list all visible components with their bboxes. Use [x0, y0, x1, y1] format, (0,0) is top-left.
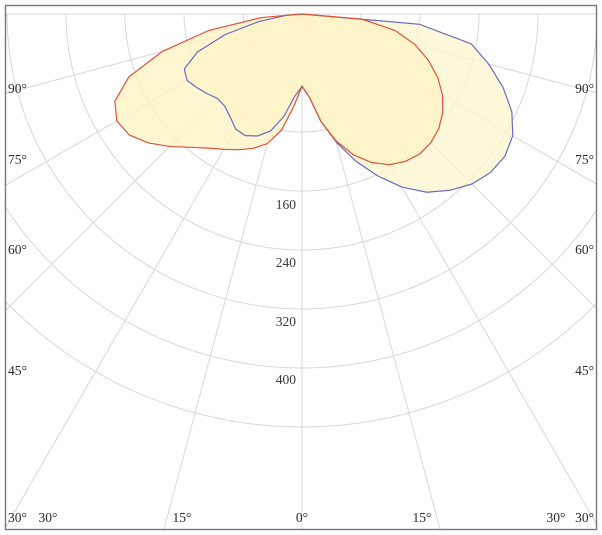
polar-curves — [114, 13, 514, 193]
angle-label-bottom: 15° — [413, 510, 432, 525]
plot-frame-border — [4, 4, 598, 531]
radial-tick-label: 320 — [276, 314, 297, 329]
angle-label-bottom: 0° — [296, 510, 308, 525]
angle-label-bottom: 30° — [547, 510, 566, 525]
angle-label-right: 30° — [575, 510, 594, 525]
angle-label-left: 90° — [8, 81, 27, 96]
radial-tick-label: 240 — [276, 255, 297, 270]
angle-label-left: 30° — [8, 510, 27, 525]
axis-labels: 160 240 320 400 90° 75° 60° 45° 30° 90° 75° 60° 45° 3… — [8, 81, 594, 525]
series-line-curve-red — [114, 13, 444, 166]
angle-label-bottom: 30° — [39, 510, 58, 525]
angle-label-left: 45° — [8, 363, 27, 378]
angle-label-left: 60° — [8, 242, 27, 257]
radial-tick-label: 400 — [276, 372, 297, 387]
angle-label-right: 90° — [575, 81, 594, 96]
angle-label-right: 45° — [575, 363, 594, 378]
angle-label-right: 75° — [575, 152, 594, 167]
radial-tick-label: 160 — [276, 197, 297, 212]
series-fill-curve-red — [114, 14, 443, 165]
angle-label-bottom: 15° — [173, 510, 192, 525]
angle-label-right: 60° — [575, 242, 594, 257]
angle-label-left: 75° — [8, 152, 27, 167]
